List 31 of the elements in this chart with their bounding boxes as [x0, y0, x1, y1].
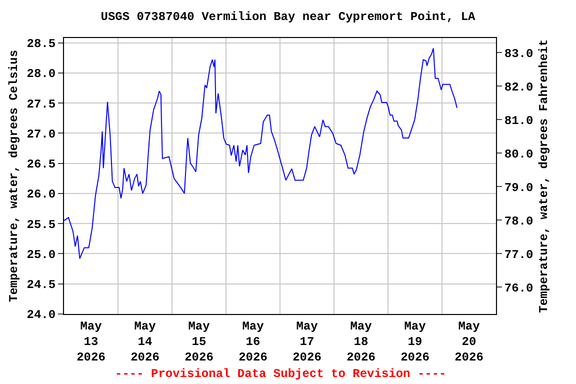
y-tick-label: 24.5: [26, 278, 56, 292]
x-tick-label: May 18 2026: [346, 319, 376, 365]
y2-tick-label: 82.0: [504, 80, 534, 94]
x-tick-label: May 14 2026: [130, 319, 160, 365]
y2-tick-label: 81.0: [504, 114, 534, 128]
y-tick-label: 24.0: [26, 308, 56, 322]
x-tick-label: May 20 2026: [454, 319, 484, 365]
y-axis-title: Temperature, water, degrees Celsius: [7, 50, 22, 302]
x-tick-label: May 13 2026: [76, 319, 106, 365]
y-tick-label: 25.5: [26, 218, 56, 232]
y-tick-label: 28.0: [26, 67, 56, 82]
y-tick-label: 26.5: [26, 158, 56, 172]
x-tick-label: May 17 2026: [292, 319, 322, 365]
y2-tick-label: 83.0: [504, 46, 534, 61]
x-tick-label: May 19 2026: [400, 319, 430, 365]
y-tick-label: 27.5: [26, 97, 56, 112]
y-tick-label: 25.0: [26, 248, 56, 262]
text: ---- Provisional Data Subject to Revision ----: [115, 367, 446, 381]
y2-axis-title: Temperature, water, degrees Fahrenheit: [537, 39, 552, 313]
chart-title: USGS 07387040 Vermilion Bay near Cypremort Point, LA: [100, 10, 476, 24]
x-tick-label: May 16 2026: [238, 319, 268, 365]
line-series: [64, 48, 458, 260]
y-tick-label: 26.0: [26, 188, 56, 202]
y2-tick-label: 78.0: [504, 214, 534, 228]
y2-tick-label: 76.0: [504, 281, 534, 296]
y2-tick-label: 80.0: [504, 147, 534, 162]
y2-tick-label: 79.0: [504, 180, 534, 195]
x-tick-label: May 15 2026: [184, 319, 214, 365]
y-tick-label: 27.0: [26, 127, 56, 142]
y2-tick-label: 77.0: [504, 248, 534, 262]
y-tick-label: 28.5: [26, 37, 56, 52]
